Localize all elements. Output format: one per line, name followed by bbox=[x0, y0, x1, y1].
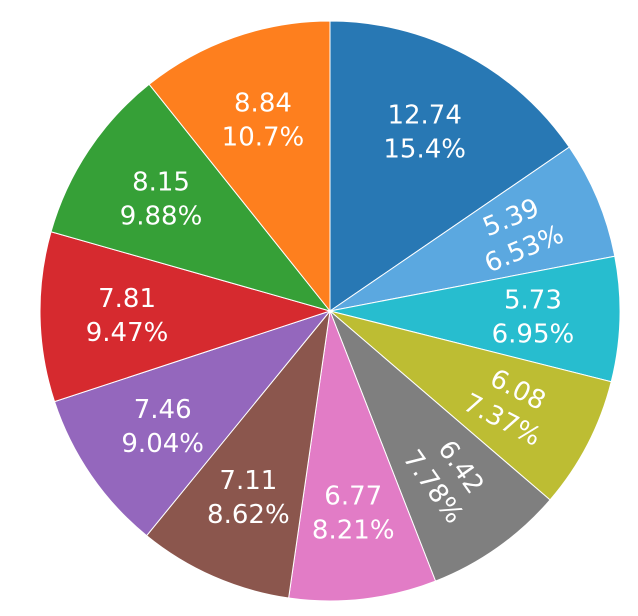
slice-percent-label-10: 10.7% bbox=[222, 122, 305, 152]
pie-slice-9 bbox=[50, 83, 332, 312]
slice-label-0: 12.74 15.4% bbox=[383, 100, 466, 164]
slice-value-label-2: 5.73 bbox=[504, 286, 562, 316]
slice-percent-label-5: 8.21% bbox=[312, 516, 395, 546]
slice-percent-label-8: 9.47% bbox=[86, 318, 169, 348]
labels-layer: 12.7415.4%5.396.53%5.736.95%6.087.37%6.4… bbox=[86, 88, 574, 545]
slice-percent-label-2: 6.95% bbox=[492, 320, 575, 350]
pie-slice-5 bbox=[288, 309, 437, 602]
slice-value-label-10: 8.84 bbox=[234, 88, 292, 118]
slice-value-label-9: 8.15 bbox=[132, 168, 190, 198]
slice-value-label-7: 7.46 bbox=[134, 395, 192, 425]
pie-slice-2 bbox=[329, 255, 621, 383]
slice-label-6: 7.11 8.62% bbox=[207, 466, 290, 530]
slice-value-label-5: 6.77 bbox=[324, 482, 382, 512]
pie-slice-10 bbox=[148, 20, 331, 313]
slice-label-7: 7.46 9.04% bbox=[121, 395, 204, 459]
pie-slice-3 bbox=[329, 310, 612, 501]
slice-percent-label-0: 15.4% bbox=[383, 134, 466, 164]
pie-slice-0 bbox=[329, 20, 570, 312]
slice-value-label-0: 12.74 bbox=[387, 100, 461, 130]
pie-slice-6 bbox=[145, 309, 331, 599]
slice-percent-label-7: 9.04% bbox=[121, 429, 204, 459]
pie-slice-7 bbox=[53, 309, 332, 537]
slice-value-label-6: 7.11 bbox=[219, 466, 277, 496]
slice-label-9: 8.15 9.88% bbox=[120, 168, 203, 232]
pie-slice-4 bbox=[329, 310, 551, 582]
slice-label-8: 7.81 9.47% bbox=[86, 284, 169, 348]
slice-percent-label-6: 8.62% bbox=[207, 500, 290, 530]
pie-slice-8 bbox=[39, 231, 332, 403]
slice-percent-label-9: 9.88% bbox=[120, 202, 203, 232]
slice-value-label-8: 7.81 bbox=[98, 284, 156, 314]
slices-layer bbox=[39, 20, 621, 602]
pie-slice-1 bbox=[329, 146, 616, 312]
slice-label-10: 8.84 10.7% bbox=[222, 88, 305, 152]
slice-label-2: 5.73 6.95% bbox=[492, 286, 575, 350]
slice-label-5: 6.77 8.21% bbox=[312, 482, 395, 546]
